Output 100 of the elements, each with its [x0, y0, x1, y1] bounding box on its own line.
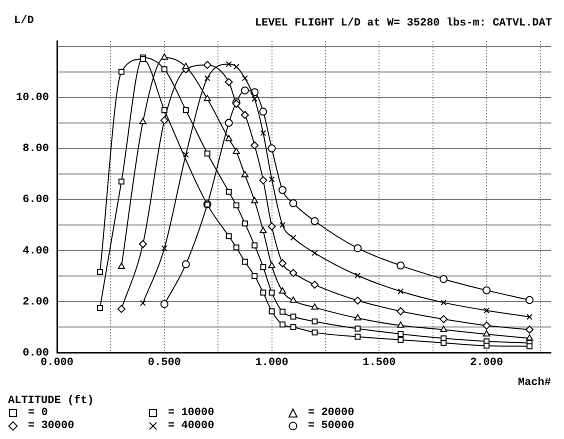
- point: [225, 134, 232, 142]
- point: [117, 304, 126, 313]
- point: [280, 322, 286, 328]
- point: [290, 314, 296, 320]
- point: [182, 62, 190, 69]
- point: [398, 288, 404, 294]
- y-tick-label: 6.00: [22, 194, 50, 206]
- point: [268, 308, 275, 314]
- point: [252, 273, 258, 279]
- point: [182, 260, 190, 268]
- point: [260, 226, 267, 234]
- point: [396, 262, 405, 270]
- point: [484, 342, 490, 349]
- point: [526, 334, 534, 341]
- point: [290, 234, 296, 241]
- point: [482, 286, 491, 294]
- point: [233, 202, 240, 208]
- point: [118, 68, 124, 75]
- point: [240, 110, 249, 119]
- legend-label: = 30000: [28, 420, 74, 432]
- point: [260, 130, 266, 136]
- point: [161, 245, 168, 252]
- point: [440, 315, 448, 324]
- point: [232, 148, 240, 154]
- point: [290, 296, 297, 303]
- point: [526, 314, 532, 320]
- point: [161, 107, 168, 114]
- point: [440, 340, 447, 346]
- x-tick-label: 0.000: [40, 356, 74, 369]
- point: [268, 176, 275, 182]
- point: [224, 78, 233, 86]
- point: [311, 303, 318, 310]
- point: [241, 170, 248, 178]
- point: [440, 326, 448, 332]
- point: [312, 318, 318, 324]
- point: [138, 240, 147, 248]
- point: [259, 108, 268, 116]
- point: [204, 75, 210, 82]
- legend-label: = 10000: [168, 407, 214, 419]
- y-axis-title: L/D: [14, 14, 34, 27]
- point: [233, 244, 240, 250]
- point: [226, 61, 232, 68]
- point: [354, 296, 362, 305]
- point: [397, 322, 404, 328]
- legend-label: = 20000: [308, 407, 354, 419]
- point: [160, 116, 168, 124]
- point: [233, 64, 240, 70]
- point: [251, 196, 258, 204]
- point: [252, 242, 258, 248]
- point: [398, 336, 404, 343]
- point: [280, 308, 286, 315]
- point: [161, 66, 168, 72]
- point: [483, 330, 490, 336]
- point: [312, 250, 318, 256]
- point: [289, 199, 298, 208]
- point: [96, 268, 103, 275]
- point: [290, 324, 296, 330]
- point: [226, 233, 232, 240]
- point: [242, 75, 248, 82]
- point: [242, 258, 248, 265]
- y-tick-label: 4.00: [22, 245, 50, 258]
- point: [182, 107, 189, 114]
- point: [268, 144, 276, 152]
- y-tick-label: 8.00: [22, 143, 50, 156]
- point: [118, 178, 124, 185]
- point: [139, 118, 146, 124]
- point: [280, 222, 286, 228]
- point: [310, 217, 319, 226]
- point: [204, 94, 211, 102]
- point: [526, 343, 532, 350]
- point: [398, 330, 404, 337]
- point: [96, 304, 103, 311]
- point: [182, 152, 189, 158]
- legend-label: = 0: [28, 407, 48, 419]
- point: [252, 96, 258, 102]
- point: [268, 262, 276, 268]
- point: [242, 220, 248, 226]
- point: [482, 322, 491, 330]
- legend-title: ALTITUDE (ft): [8, 395, 95, 407]
- point: [354, 272, 361, 278]
- point: [268, 222, 276, 231]
- legend-label: = 40000: [168, 420, 214, 432]
- point: [310, 280, 319, 289]
- point: [260, 264, 266, 270]
- x-tick-label: 2.000: [470, 356, 504, 369]
- point: [203, 60, 212, 69]
- point: [118, 262, 125, 269]
- point: [259, 176, 268, 184]
- chart-title: LEVEL FLIGHT L/D at W= 35280 lbs-m: CATVL.DAT: [254, 17, 552, 30]
- point: [224, 118, 233, 127]
- y-tick-label: 2.00: [22, 296, 50, 308]
- point: [240, 86, 249, 94]
- point: [354, 334, 361, 340]
- point: [160, 54, 168, 60]
- point: [312, 329, 318, 336]
- point: [354, 314, 362, 320]
- point: [289, 268, 298, 277]
- point: [204, 150, 210, 156]
- point: [278, 287, 286, 294]
- point: [260, 290, 266, 296]
